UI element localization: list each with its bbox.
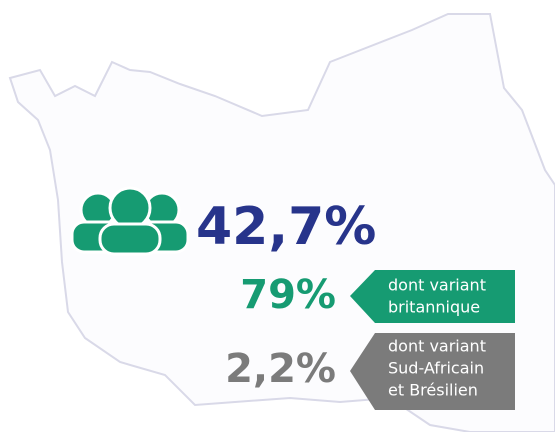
variant-label: dont variant [388,276,486,295]
map-outline [8,13,555,432]
variant-value: 79% [240,272,336,318]
variant-label: dont variant [388,337,486,356]
people-icon [70,186,190,256]
headline-value: 42,7% [196,197,376,257]
variant-label-box [350,333,515,410]
variant-value: 2,2% [225,346,336,392]
variant-label: et Brésilien [388,381,478,400]
variant-label: britannique [388,298,480,317]
variant-label-box [350,270,515,323]
variant-label: Sud-Africain [388,359,484,378]
